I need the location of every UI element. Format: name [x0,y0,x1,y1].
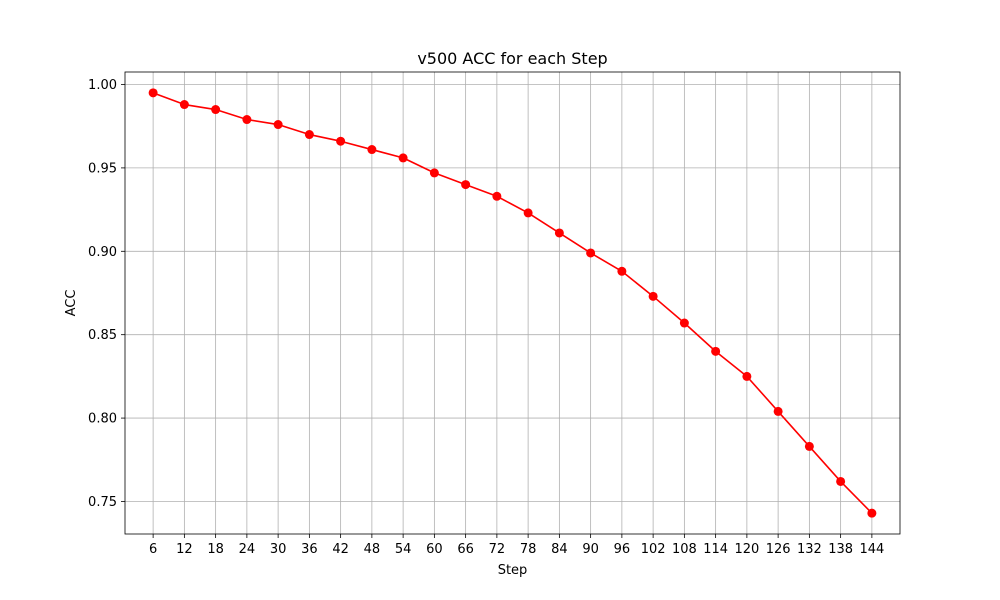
data-point [179,100,189,110]
y-tick-label: 0.85 [88,328,117,343]
x-tick-label: 114 [703,542,728,557]
x-tick-label: 12 [176,542,193,557]
x-tick-label: 24 [239,542,256,557]
y-axis-label: ACC [64,290,79,317]
x-tick-label: 132 [797,542,822,557]
x-tick-label: 54 [395,542,412,557]
data-point [648,291,658,301]
x-tick-label: 30 [270,542,287,557]
x-tick-label: 6 [149,542,157,557]
y-tick-label: 0.90 [88,245,117,260]
data-point [804,441,814,451]
series-layer [148,88,877,518]
data-point [336,136,346,146]
chart-title: v500 ACC for each Step [417,49,607,68]
series-line [152,92,873,514]
x-tick-label: 102 [641,542,666,557]
data-point [148,88,158,98]
data-point [242,115,252,125]
data-point [679,318,689,328]
data-point [554,228,564,238]
data-point [711,346,721,356]
y-tick-label: 1.00 [88,78,117,93]
y-tick-label: 0.75 [88,495,117,510]
x-tick-label: 66 [457,542,474,557]
x-tick-label: 48 [364,542,381,557]
data-point [273,120,283,130]
data-point [586,248,596,258]
x-tick-label: 18 [207,542,224,557]
x-tick-label: 138 [828,542,853,557]
x-tick-label: 84 [551,542,568,557]
data-point [836,476,846,486]
data-point [429,168,439,178]
data-point [492,191,502,201]
x-tick-label: 144 [859,542,884,557]
data-point [461,180,471,190]
x-tick-label: 126 [766,542,791,557]
data-point [304,130,314,140]
x-tick-label: 42 [332,542,349,557]
y-tick-label: 0.95 [88,161,117,176]
x-tick-label: 72 [489,542,506,557]
y-tick-label: 0.80 [88,412,117,427]
data-point [398,153,408,163]
x-tick-label: 96 [614,542,631,557]
x-tick-label: 90 [582,542,599,557]
x-tick-label: 108 [672,542,697,557]
data-point [867,508,877,518]
x-tick-label: 78 [520,542,537,557]
data-point [617,266,627,276]
data-point [742,371,752,381]
plot-frame [124,71,901,535]
data-point [773,406,783,416]
x-tick-label: 36 [301,542,318,557]
ticks: 6 12 18 24 30 36 42 48 54 60 66 72 78 84 90 96 102 108 114… [88,78,884,557]
x-axis-label: Step [498,563,528,578]
x-tick-label: 120 [734,542,759,557]
x-tick-label: 60 [426,542,443,557]
data-point [367,145,377,155]
data-point [523,208,533,218]
grid [125,72,900,534]
data-point [211,105,221,115]
